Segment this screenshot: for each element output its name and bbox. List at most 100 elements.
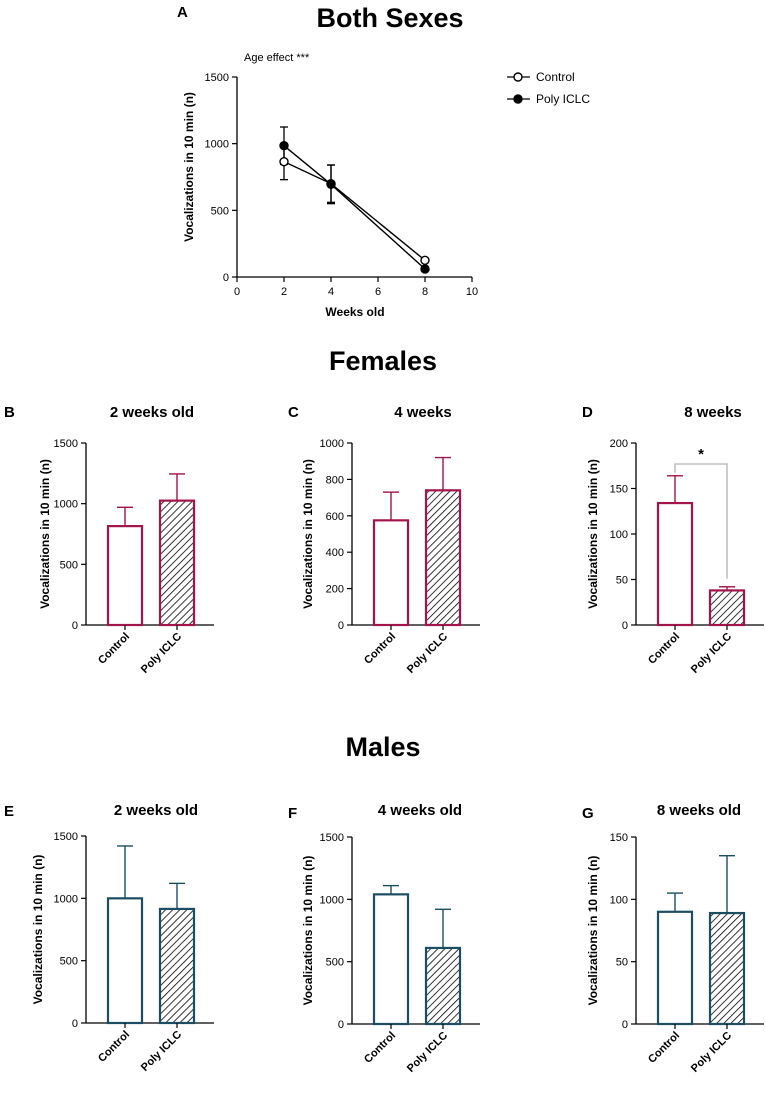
panel-letter-f: F (288, 805, 297, 822)
section-title-females: Females (329, 346, 437, 376)
panel-b: B 2 weeks old Vocalizations in 10 min (n) 0… (4, 404, 214, 676)
control-point (279, 156, 289, 167)
control-bar (372, 893, 410, 1026)
legend-control-label: Control (536, 70, 575, 84)
panel-a-x-tick-label: 4 (328, 286, 334, 298)
section-title-males: Males (345, 732, 420, 762)
significance-label: * (698, 446, 704, 463)
category-label: Control (96, 631, 132, 667)
panel-letter-a: A (177, 4, 188, 21)
panel-d: D 8 weeks Vocalizations in 10 min (n) 0 50 10… (582, 404, 764, 676)
panel-b-y-tick-label: 1000 (54, 499, 78, 511)
age-effect-annotation: Age effect *** (244, 52, 310, 64)
panel-e-y-axis-label: Vocalizations in 10 min (n) (31, 855, 45, 1005)
panel-c-y-tick-label: 800 (326, 474, 344, 486)
panel-a-x-tick-label: 10 (466, 286, 478, 298)
legend: Control Poly ICLC (507, 70, 590, 106)
panel-letter-b: B (4, 404, 15, 421)
panel-e-y-tick-label: 1000 (54, 893, 78, 905)
panel-g-y-tick-label: 50 (616, 957, 628, 969)
panel-a-x-tick-label: 2 (281, 286, 287, 298)
panel-c-title: 4 weeks (394, 404, 452, 421)
panel-c-y-tick-label: 0 (338, 620, 344, 632)
panel-g: G 8 weeks old Vocalizations in 10 min (n) 0… (582, 802, 764, 1075)
poly-iclc-bar (424, 946, 462, 1026)
poly-iclc-point (326, 179, 336, 190)
panel-letter-g: G (582, 805, 594, 822)
control-point (420, 255, 430, 266)
panel-b-y-axis-label: Vocalizations in 10 min (n) (38, 459, 52, 609)
panel-d-y-tick-label: 50 (616, 575, 628, 587)
poly-iclc-bar (158, 907, 196, 1025)
panel-c-y-tick-label: 200 (326, 584, 344, 596)
panel-d-y-tick-label: 100 (610, 529, 628, 541)
panel-g-y-axis-label: Vocalizations in 10 min (n) (586, 856, 600, 1006)
panel-f-y-tick-label: 500 (326, 957, 344, 969)
panel-f-y-tick-label: 1500 (320, 832, 344, 844)
panel-a-y-tick-label: 1000 (205, 139, 229, 151)
series-line-control (283, 161, 426, 261)
control-bar (656, 501, 694, 627)
control-bar (656, 910, 694, 1026)
category-label: Poly ICLC (689, 1030, 734, 1075)
panel-d-y-tick-label: 200 (610, 438, 628, 450)
panel-a-x-axis-label: Weeks old (325, 305, 384, 319)
panel-c-y-tick-label: 600 (326, 511, 344, 523)
poly-iclc-bar (708, 911, 746, 1026)
category-label: Poly ICLC (689, 631, 734, 676)
panel-e-y-tick-label: 0 (72, 1018, 78, 1030)
control-bar (106, 525, 144, 627)
category-label: Control (646, 1030, 682, 1066)
panel-b-title: 2 weeks old (110, 404, 194, 421)
panel-d-y-tick-label: 0 (622, 620, 628, 632)
panel-d-title: 8 weeks (684, 404, 742, 421)
panel-b-y-tick-label: 0 (72, 620, 78, 632)
category-label: Poly ICLC (139, 1029, 184, 1074)
panel-a-plot: 0 500 1000 1500 0 2 4 6 8 10 (205, 72, 479, 298)
legend-control-marker (513, 72, 523, 82)
panel-f: F 4 weeks old Vocalizations in 10 min (n) 0… (288, 802, 480, 1075)
category-label: Control (362, 1030, 398, 1066)
panel-f-y-tick-label: 1000 (320, 894, 344, 906)
panel-c-y-axis-label: Vocalizations in 10 min (n) (301, 459, 315, 609)
category-label: Control (362, 631, 398, 667)
control-bar (372, 519, 410, 627)
poly-iclc-bar (708, 589, 746, 627)
panel-c-y-tick-label: 1000 (320, 438, 344, 450)
panel-f-y-axis-label: Vocalizations in 10 min (n) (301, 856, 315, 1006)
category-label: Control (96, 1029, 132, 1065)
panel-letter-e: E (4, 803, 14, 820)
category-label: Poly ICLC (139, 631, 184, 676)
panel-a-x-tick-label: 0 (234, 286, 240, 298)
panel-b-y-tick-label: 1500 (54, 438, 78, 450)
panel-c-y-tick-label: 400 (326, 547, 344, 559)
panel-g-y-tick-label: 0 (622, 1019, 628, 1031)
panel-a-y-tick-label: 500 (211, 205, 229, 217)
panel-a-y-axis-label: Vocalizations in 10 min (n) (182, 92, 196, 242)
legend-poly-iclc-label: Poly ICLC (536, 92, 590, 106)
category-label: Poly ICLC (405, 631, 450, 676)
panel-e-y-tick-label: 500 (60, 956, 78, 968)
poly-iclc-bar (424, 489, 462, 627)
panel-a-x-tick-label: 6 (375, 286, 381, 298)
control-bar (106, 897, 144, 1025)
significance-bracket (674, 463, 728, 579)
panel-f-title: 4 weeks old (378, 802, 462, 819)
panel-b-y-tick-label: 500 (60, 559, 78, 571)
panel-e-y-tick-label: 1500 (54, 831, 78, 843)
panel-e: E 2 weeks old Vocalizations in 10 min (n) 0… (4, 802, 214, 1074)
panel-g-y-tick-label: 150 (610, 832, 628, 844)
panel-d-y-axis-label: Vocalizations in 10 min (n) (586, 459, 600, 609)
panel-a-y-tick-label: 0 (223, 272, 229, 284)
panel-c: C 4 weeks Vocalizations in 10 min (n) 0 200 4… (288, 404, 480, 676)
panel-a-x-tick-label: 8 (422, 286, 428, 298)
category-label: Control (646, 631, 682, 667)
poly-iclc-point (279, 140, 289, 151)
panel-d-y-tick-label: 150 (610, 484, 628, 496)
panel-letter-c: C (288, 404, 299, 421)
panel-letter-d: D (582, 404, 593, 421)
panel-f-y-tick-label: 0 (338, 1019, 344, 1031)
panel-g-y-tick-label: 100 (610, 894, 628, 906)
